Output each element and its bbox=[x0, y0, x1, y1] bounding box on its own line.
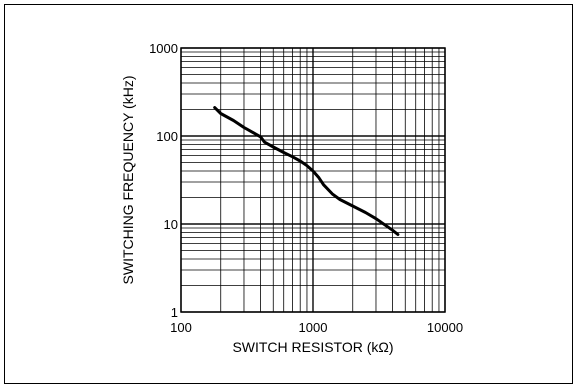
tick-labels: 100 1000 10000 1 10 100 1000 bbox=[149, 41, 463, 335]
grid bbox=[180, 47, 446, 313]
y-tick-label: 10 bbox=[164, 217, 178, 232]
y-tick-label: 100 bbox=[156, 129, 178, 144]
plot-border bbox=[180, 47, 446, 313]
series-group bbox=[213, 106, 400, 236]
series-line-0 bbox=[213, 106, 400, 236]
y-axis-label: SWITCHING FREQUENCY (kHz) bbox=[120, 76, 136, 285]
x-tick-label: 10000 bbox=[427, 320, 463, 335]
x-axis-label: SWITCH RESISTOR (kΩ) bbox=[232, 339, 393, 355]
x-tick-label: 100 bbox=[170, 320, 192, 335]
y-tick-label: 1 bbox=[171, 305, 178, 320]
outer-border bbox=[4, 4, 573, 384]
y-tick-label: 1000 bbox=[149, 41, 178, 56]
x-tick-label: 1000 bbox=[299, 320, 328, 335]
